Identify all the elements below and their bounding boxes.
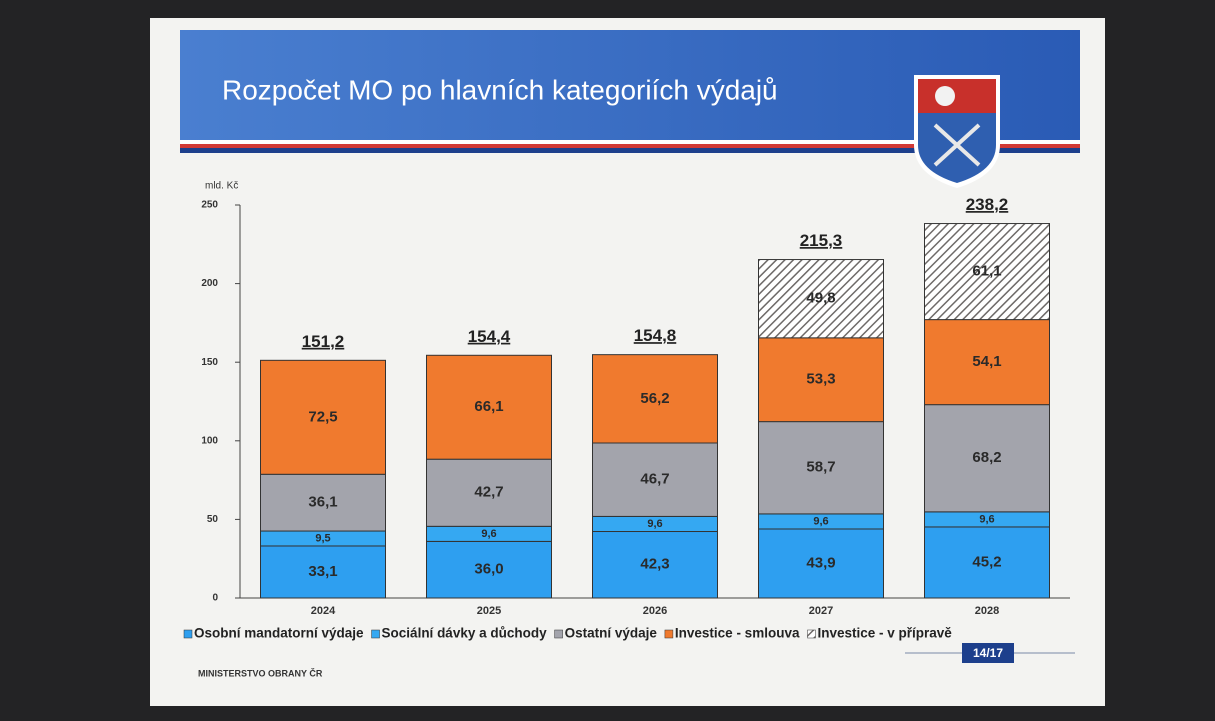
legend-swatch bbox=[372, 630, 380, 638]
page-number: 14/17 bbox=[973, 646, 1003, 660]
page: Rozpočet MO po hlavních kategoriích výda… bbox=[0, 0, 1215, 721]
total-label: 154,8 bbox=[634, 326, 677, 345]
legend-label: Investice - smlouva bbox=[675, 626, 800, 641]
chart: Rozpočet MO po hlavních kategoriích výda… bbox=[0, 0, 1215, 721]
total-label: 238,2 bbox=[966, 195, 1009, 214]
y-axis-label: mld. Kč bbox=[205, 181, 238, 192]
value-label: 61,1 bbox=[972, 263, 1001, 280]
value-label: 36,1 bbox=[308, 494, 337, 511]
value-label: 72,5 bbox=[308, 408, 337, 425]
value-label: 49,8 bbox=[806, 290, 835, 307]
x-tick-label: 2027 bbox=[809, 605, 833, 617]
value-label: 9,5 bbox=[315, 532, 330, 544]
footer: MINISTERSTVO OBRANY ČR bbox=[198, 667, 323, 678]
value-label: 9,6 bbox=[481, 528, 496, 540]
x-tick-label: 2028 bbox=[975, 605, 999, 617]
legend-label: Investice - v přípravě bbox=[817, 626, 952, 641]
x-tick-label: 2024 bbox=[311, 605, 336, 617]
y-tick-label: 200 bbox=[201, 278, 218, 289]
value-label: 46,7 bbox=[640, 471, 669, 488]
y-tick-label: 0 bbox=[212, 593, 218, 604]
total-label: 151,2 bbox=[302, 332, 345, 351]
value-label: 54,1 bbox=[972, 353, 1001, 370]
value-label: 33,1 bbox=[308, 563, 337, 580]
y-tick-label: 50 bbox=[207, 514, 219, 525]
value-label: 53,3 bbox=[806, 371, 835, 388]
value-label: 68,2 bbox=[972, 449, 1001, 466]
legend-label: Ostatní výdaje bbox=[565, 626, 658, 641]
y-tick-label: 100 bbox=[201, 435, 218, 446]
total-label: 154,4 bbox=[468, 327, 511, 346]
legend-label: Osobní mandatorní výdaje bbox=[194, 626, 364, 641]
value-label: 56,2 bbox=[640, 390, 669, 407]
x-tick-label: 2026 bbox=[643, 605, 667, 617]
legend-swatch bbox=[555, 630, 563, 638]
value-label: 43,9 bbox=[806, 554, 835, 571]
value-label: 36,0 bbox=[474, 561, 503, 578]
value-label: 58,7 bbox=[806, 459, 835, 476]
value-label: 9,6 bbox=[647, 518, 662, 530]
y-tick-label: 250 bbox=[201, 200, 218, 211]
value-label: 9,6 bbox=[979, 513, 994, 525]
value-label: 9,6 bbox=[813, 515, 828, 527]
total-label: 215,3 bbox=[800, 231, 843, 250]
coat-of-arms bbox=[914, 75, 1000, 188]
y-tick-label: 150 bbox=[201, 357, 218, 368]
value-label: 42,3 bbox=[640, 556, 669, 573]
value-label: 42,7 bbox=[474, 484, 503, 501]
legend-swatch bbox=[807, 630, 815, 638]
legend-swatch bbox=[665, 630, 673, 638]
legend-swatch bbox=[184, 630, 192, 638]
value-label: 66,1 bbox=[474, 398, 503, 415]
chart-title: Rozpočet MO po hlavních kategoriích výda… bbox=[222, 74, 778, 105]
legend-label: Sociální dávky a důchody bbox=[382, 626, 548, 641]
value-label: 45,2 bbox=[972, 553, 1001, 570]
x-tick-label: 2025 bbox=[477, 605, 501, 617]
